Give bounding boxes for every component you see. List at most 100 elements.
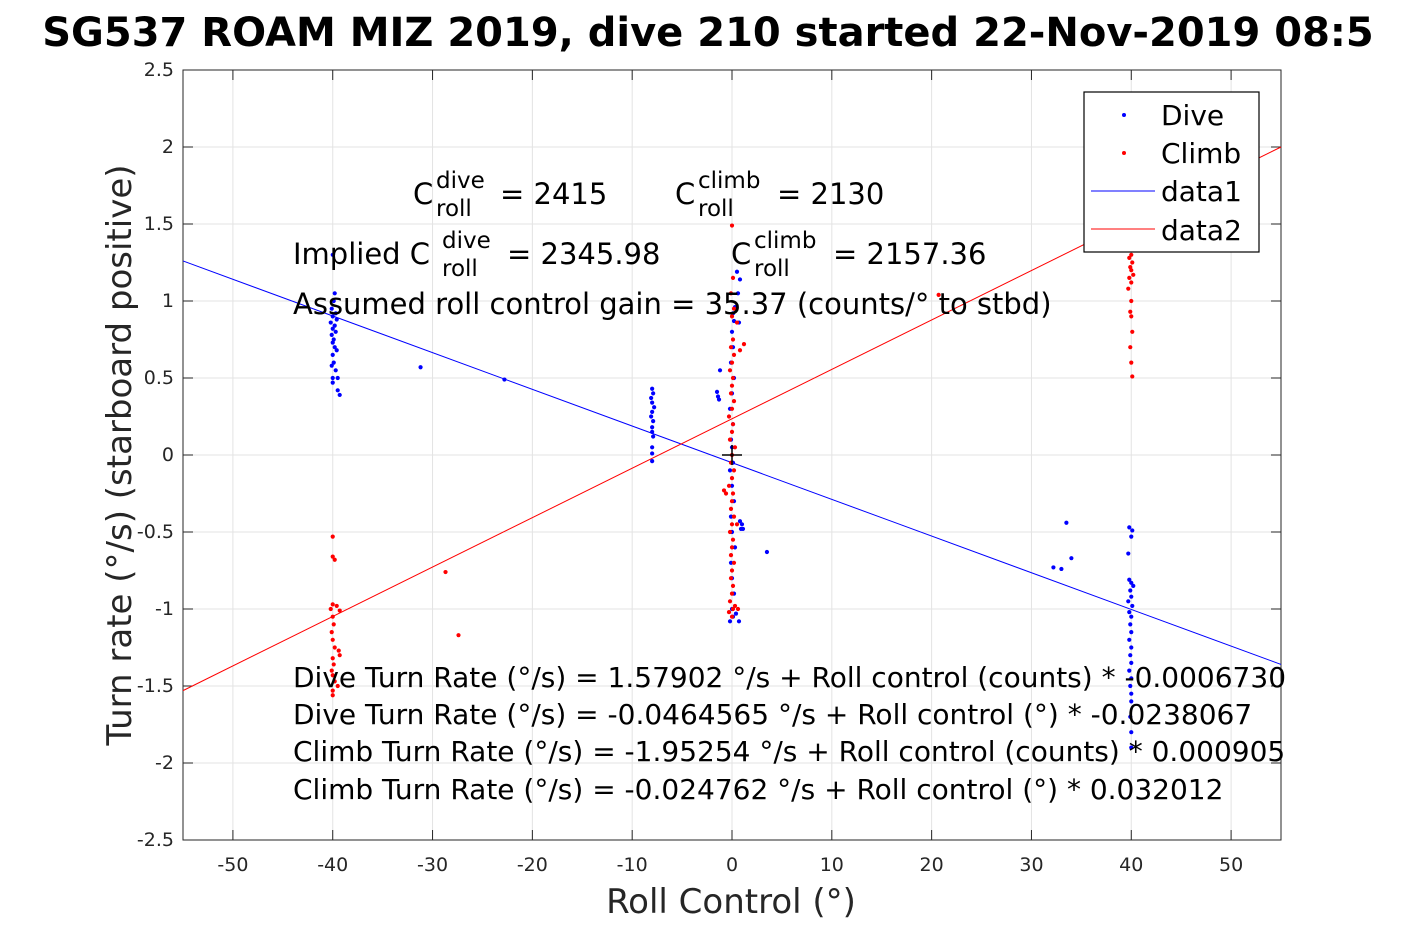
climb-point (730, 422, 736, 427)
climb-point (328, 606, 333, 612)
dive-point (1129, 594, 1134, 599)
dive-point (1129, 614, 1134, 619)
legend-climb-label: Climb (1161, 137, 1241, 170)
dive-point (729, 483, 735, 488)
climb-point (330, 554, 335, 559)
dive-point (652, 405, 657, 410)
x-tick-label: 40 (1119, 854, 1143, 876)
x-tick-label: -30 (417, 854, 448, 876)
dive-point (334, 317, 339, 322)
annotation-coefficients: C dive roll = 2415 C climb roll = 2130 I… (293, 168, 1052, 321)
climb-point (1129, 252, 1134, 257)
climb-point (729, 545, 735, 550)
climb-point (330, 656, 335, 661)
climb-point (332, 557, 337, 562)
y-tick-label: 0.5 (144, 367, 174, 389)
x-tick-label: 50 (1219, 854, 1243, 876)
climb-point (731, 352, 737, 357)
climb-point (1128, 309, 1133, 314)
dive-point (1129, 645, 1134, 650)
climb-point (334, 603, 339, 609)
climb-point (729, 360, 735, 365)
dive-point (729, 329, 735, 334)
climb-point (331, 622, 336, 627)
climb-point (330, 693, 335, 698)
dive-point (1128, 714, 1133, 719)
dive-point (1126, 599, 1131, 604)
climb-point (727, 529, 733, 535)
legend: Dive Climb data1 data2 (1083, 91, 1260, 253)
dive-point (1129, 745, 1134, 750)
climb-point (329, 668, 334, 673)
dive-point (764, 549, 770, 555)
climb-point (443, 569, 448, 575)
dive-point (727, 619, 733, 624)
y-tick-label: -1 (155, 598, 174, 620)
dive-point (1128, 622, 1133, 627)
x-tick-label: -10 (617, 854, 648, 876)
dive-point (333, 329, 338, 334)
dive-point (1127, 668, 1132, 673)
y-tick-label: 1 (162, 290, 174, 312)
dive-point (650, 409, 655, 414)
regression-line: Climb Turn Rate (°/s) = -1.95254 °/s + R… (293, 735, 1285, 768)
x-tick-label: 30 (1019, 854, 1043, 876)
climb-point (729, 383, 735, 388)
y-axis-label: Turn rate (°/s) (starboard positive) (100, 164, 140, 746)
climb-point (330, 534, 335, 539)
climb-point (729, 522, 735, 527)
implied-dive-value: = 2345.98 (507, 237, 660, 271)
dive-point (728, 514, 734, 519)
dive-point (1130, 603, 1135, 609)
climb-point (729, 406, 735, 411)
dive-point (330, 375, 335, 381)
implied-roll-subscript: roll (442, 256, 478, 282)
climb-point (730, 537, 736, 542)
dive-point (1129, 580, 1134, 585)
dive-point (331, 360, 336, 365)
y-tick-label: 1.5 (144, 213, 174, 235)
dive-point (734, 269, 740, 274)
climb-point (731, 560, 737, 565)
c-climb-value: = 2130 (777, 177, 884, 211)
dive-point (330, 314, 335, 319)
climb-point (329, 630, 334, 635)
climb-point (1131, 272, 1136, 277)
legend-data1-label: data1 (1161, 175, 1242, 208)
climb-point (729, 429, 735, 434)
climb-point (741, 342, 747, 347)
climb-point (1129, 268, 1134, 273)
climb-point (726, 483, 732, 488)
x-axis-ticks: -50 -40 -30 -20 -10 0 10 20 30 40 50 (217, 70, 1243, 876)
implied-roll-subscript: roll (754, 256, 790, 282)
climb-point (729, 223, 735, 228)
dive-point (335, 388, 340, 393)
x-tick-label: -40 (317, 854, 348, 876)
implied-climb-superscript: climb (754, 228, 816, 254)
climb-point (330, 614, 335, 619)
climb-point (721, 488, 727, 493)
dive-point (650, 459, 655, 464)
dive-point (1129, 691, 1134, 696)
x-axis-label: Roll Control (°) (606, 882, 856, 922)
x-tick-label: -20 (517, 854, 548, 876)
c-climb-superscript: climb (698, 168, 760, 194)
climb-point (1129, 360, 1134, 365)
climb-point (723, 491, 729, 496)
climb-point (936, 292, 941, 297)
climb-point (728, 553, 734, 558)
climb-point (1129, 298, 1134, 304)
dive-point (1127, 637, 1132, 642)
y-tick-label: -0.5 (137, 521, 174, 543)
dive-point (329, 332, 334, 337)
dive-point (329, 363, 334, 368)
dive-point (651, 419, 656, 424)
dive-point (650, 386, 655, 391)
dive-point (332, 291, 337, 296)
dive-point (1129, 730, 1134, 735)
dive-point (716, 397, 722, 402)
c-symbol: C (675, 177, 695, 211)
climb-point (727, 599, 733, 604)
climb-point (734, 522, 740, 527)
climb-point (729, 314, 735, 319)
